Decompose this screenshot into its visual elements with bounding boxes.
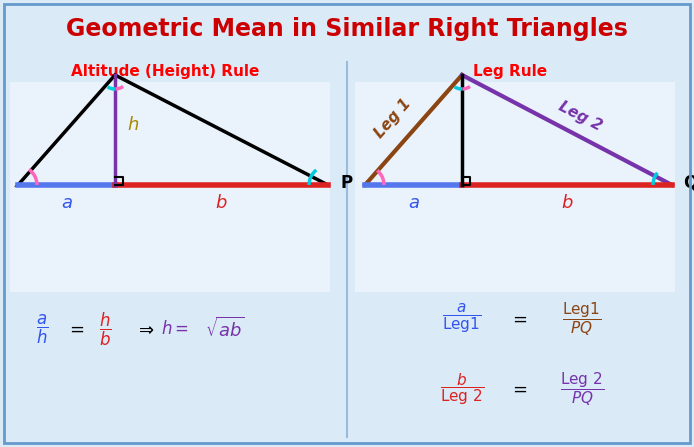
Text: $=$: $=$ (509, 380, 527, 398)
Text: $\dfrac{\mathrm{Leg\ 2}}{PQ}$: $\dfrac{\mathrm{Leg\ 2}}{PQ}$ (560, 370, 604, 408)
Text: $h=$: $h=$ (161, 320, 189, 338)
Text: $\dfrac{a}{\mathrm{Leg1}}$: $\dfrac{a}{\mathrm{Leg1}}$ (442, 303, 482, 335)
Text: $\dfrac{b}{\mathrm{Leg\ 2}}$: $\dfrac{b}{\mathrm{Leg\ 2}}$ (440, 371, 484, 407)
Text: Leg 2: Leg 2 (556, 99, 604, 134)
Text: $\dfrac{a}{h}$: $\dfrac{a}{h}$ (35, 312, 49, 346)
Text: $\Rightarrow$: $\Rightarrow$ (135, 320, 155, 338)
FancyBboxPatch shape (355, 82, 675, 292)
Text: $\sqrt{ab}$: $\sqrt{ab}$ (205, 317, 245, 341)
FancyBboxPatch shape (10, 82, 330, 292)
Text: $b$: $b$ (215, 194, 228, 212)
Text: P: P (341, 174, 353, 192)
Text: $\dfrac{\mathrm{Leg1}}{PQ}$: $\dfrac{\mathrm{Leg1}}{PQ}$ (562, 300, 602, 338)
Text: Leg 1: Leg 1 (372, 96, 414, 140)
Text: $b$: $b$ (561, 194, 573, 212)
Text: $\dfrac{h}{b}$: $\dfrac{h}{b}$ (99, 310, 111, 348)
Text: Geometric Mean in Similar Right Triangles: Geometric Mean in Similar Right Triangle… (66, 17, 628, 41)
Text: Altitude (Height) Rule: Altitude (Height) Rule (71, 64, 259, 80)
Text: $=$: $=$ (66, 320, 84, 338)
Text: Leg Rule: Leg Rule (473, 64, 547, 80)
Text: $a$: $a$ (60, 194, 72, 212)
Text: Q: Q (683, 174, 694, 192)
Text: $a$: $a$ (407, 194, 419, 212)
Text: $=$: $=$ (509, 310, 527, 328)
Text: $h$: $h$ (127, 116, 139, 134)
